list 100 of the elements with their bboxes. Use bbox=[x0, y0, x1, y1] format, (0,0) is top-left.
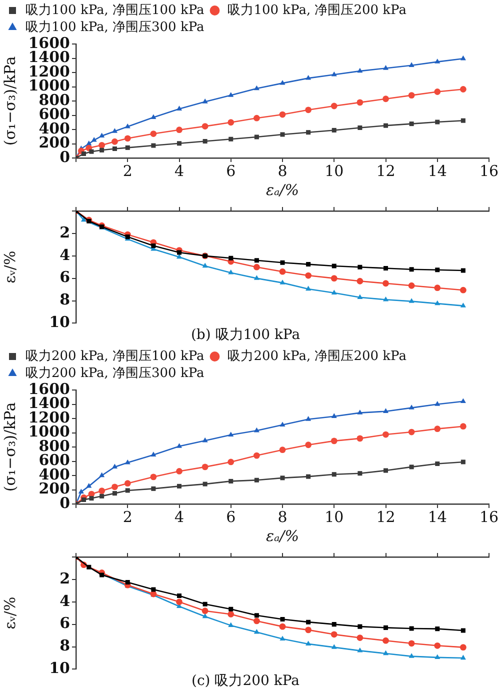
point bbox=[228, 478, 234, 484]
point bbox=[280, 260, 285, 265]
point bbox=[383, 123, 388, 128]
point bbox=[460, 654, 466, 660]
point bbox=[86, 564, 92, 570]
point bbox=[176, 250, 182, 255]
point bbox=[357, 294, 363, 299]
point bbox=[332, 622, 336, 627]
point bbox=[434, 300, 440, 306]
y-axis-title: εᵥ/% bbox=[0, 596, 19, 630]
point bbox=[382, 65, 389, 70]
point bbox=[460, 460, 466, 464]
point bbox=[280, 132, 285, 137]
point bbox=[279, 446, 286, 454]
y-axis-title: (σ₁−σ₃)/kPa bbox=[0, 56, 19, 146]
y-tick-label: 2 bbox=[60, 569, 70, 588]
point bbox=[202, 602, 208, 606]
point bbox=[305, 272, 312, 279]
x-tick-label: 12 bbox=[376, 162, 396, 180]
point bbox=[228, 92, 234, 97]
point bbox=[100, 494, 104, 498]
point bbox=[228, 432, 234, 436]
point bbox=[99, 132, 105, 138]
point bbox=[460, 302, 466, 308]
point bbox=[408, 640, 415, 647]
point bbox=[280, 636, 286, 641]
point bbox=[383, 468, 388, 473]
text: (c) 吸力200 kPa bbox=[191, 673, 300, 690]
point bbox=[409, 267, 414, 272]
point bbox=[306, 130, 311, 135]
point bbox=[279, 623, 286, 630]
point bbox=[228, 270, 234, 274]
point bbox=[330, 275, 338, 282]
point bbox=[331, 644, 337, 649]
point bbox=[202, 482, 208, 486]
point bbox=[332, 472, 336, 477]
x-tick-label: 2 bbox=[122, 162, 132, 180]
point bbox=[176, 593, 182, 598]
point bbox=[202, 464, 208, 470]
y-tick-label: 8 bbox=[60, 636, 70, 655]
point bbox=[305, 442, 312, 448]
legend-label: 吸力200 kPa, 净围压200 kPa bbox=[228, 348, 407, 364]
point bbox=[253, 114, 260, 122]
point bbox=[151, 486, 156, 491]
point bbox=[228, 136, 234, 142]
point bbox=[356, 99, 364, 106]
point bbox=[331, 290, 337, 295]
point bbox=[460, 644, 466, 651]
point bbox=[356, 278, 364, 284]
point bbox=[176, 141, 182, 146]
point bbox=[330, 438, 338, 444]
point bbox=[434, 426, 441, 432]
point bbox=[253, 452, 260, 459]
point bbox=[100, 148, 104, 152]
y-tick-label: 8 bbox=[60, 290, 70, 309]
point bbox=[112, 138, 118, 145]
y-axis-title: (σ₁−σ₃)/kPa bbox=[0, 402, 19, 492]
point bbox=[382, 96, 389, 102]
point bbox=[460, 628, 466, 633]
point bbox=[460, 286, 466, 294]
point bbox=[124, 480, 131, 487]
point bbox=[305, 106, 312, 114]
point bbox=[460, 118, 466, 123]
point bbox=[383, 625, 388, 630]
point bbox=[124, 135, 131, 142]
point bbox=[228, 606, 234, 612]
point bbox=[253, 264, 260, 270]
point bbox=[306, 416, 312, 421]
point bbox=[383, 266, 388, 270]
point bbox=[254, 478, 259, 482]
point bbox=[460, 55, 466, 60]
point bbox=[279, 111, 286, 118]
point bbox=[279, 268, 286, 275]
point bbox=[460, 86, 466, 92]
point bbox=[202, 98, 208, 104]
point bbox=[358, 624, 362, 629]
point bbox=[228, 622, 234, 628]
point bbox=[124, 459, 130, 464]
y-axis-title: εᵥ/% bbox=[0, 250, 19, 284]
point bbox=[151, 143, 156, 148]
point bbox=[125, 145, 130, 150]
point bbox=[382, 296, 389, 302]
point bbox=[460, 398, 466, 403]
y-tick-label: 4 bbox=[60, 246, 70, 264]
point bbox=[98, 142, 106, 148]
point bbox=[382, 637, 389, 644]
point bbox=[254, 134, 259, 140]
point bbox=[150, 130, 157, 137]
point bbox=[176, 106, 182, 110]
point bbox=[253, 618, 260, 624]
y-tick-label: 4 bbox=[60, 592, 70, 610]
point bbox=[306, 262, 311, 267]
point bbox=[202, 437, 208, 442]
point bbox=[357, 410, 363, 414]
point bbox=[228, 611, 234, 618]
point bbox=[151, 587, 156, 592]
x-tick-label: 6 bbox=[226, 508, 236, 526]
point bbox=[434, 401, 440, 406]
point bbox=[151, 244, 156, 248]
point bbox=[254, 258, 259, 263]
